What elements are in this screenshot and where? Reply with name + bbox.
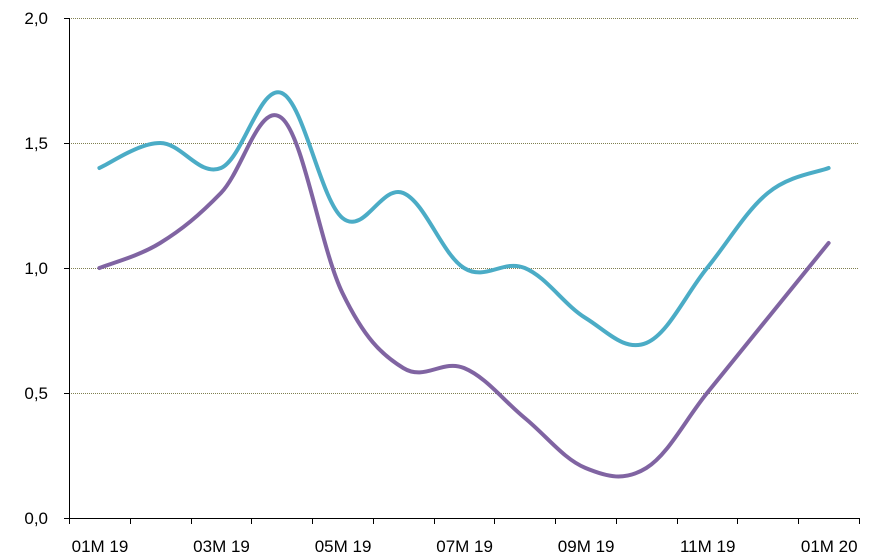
series-1-point [97, 166, 101, 170]
series-1-point [340, 216, 344, 220]
y-tick-label: 1,0 [24, 259, 48, 278]
series-2-point [219, 191, 223, 195]
series-1-point [705, 266, 709, 270]
x-tick-label: 09M 19 [558, 537, 615, 554]
gridlines [69, 18, 859, 394]
series-1-point [523, 266, 527, 270]
series-1-point [766, 191, 770, 195]
series-2-point [401, 366, 405, 370]
series-line-1 [97, 90, 831, 348]
series-1-point [219, 166, 223, 170]
y-tick-label: 0,0 [24, 509, 48, 528]
series-2-point [644, 466, 648, 470]
y-tick-label: 2,0 [24, 9, 48, 28]
series-1-point [827, 166, 831, 170]
ticks [64, 18, 860, 524]
series-2-point [280, 116, 284, 120]
axes [69, 18, 859, 519]
series-2-point [462, 366, 466, 370]
series-2-point [766, 316, 770, 320]
series-2-point [584, 466, 588, 470]
series-1-point [158, 141, 162, 145]
x-tick-label: 11M 19 [680, 537, 735, 554]
series-1-point [401, 191, 405, 195]
y-tick-label: 0,5 [24, 384, 48, 403]
x-tick-label: 03M 19 [193, 537, 250, 554]
series-lines [97, 90, 831, 479]
series-2-point [158, 241, 162, 245]
series-1-point [462, 266, 466, 270]
series-2-point [340, 291, 344, 295]
x-tick-label: 01M 19 [72, 537, 129, 554]
x-tick-label: 05M 19 [315, 537, 372, 554]
series-1-point [644, 341, 648, 345]
series-1-point [280, 91, 284, 95]
x-tick-label: 07M 19 [436, 537, 493, 554]
series-line-2 [97, 113, 831, 479]
series-2-point [97, 266, 101, 270]
series-2-point [705, 391, 709, 395]
y-tick-label: 1,5 [24, 134, 48, 153]
series-2-point [827, 241, 831, 245]
tick-labels: 0,0 0,5 1,0 1,5 2,0 01M 19 03M 19 05M 19 07M 19 0… [24, 9, 857, 554]
series-2-point [523, 416, 527, 420]
series-1-point [584, 316, 588, 320]
x-tick-label: 01M 20 [801, 537, 858, 554]
